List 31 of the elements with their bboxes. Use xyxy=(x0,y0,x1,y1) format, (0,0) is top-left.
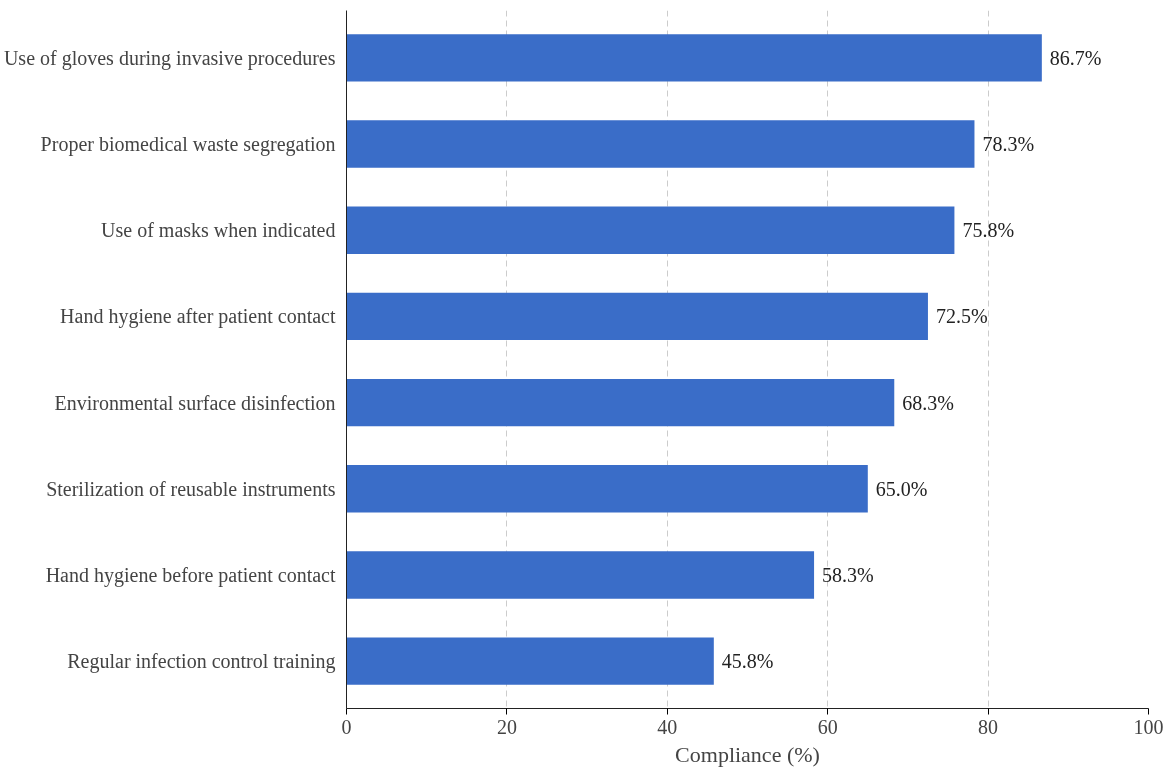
y-tick-label: Proper biomedical waste segregation xyxy=(40,133,336,157)
bar xyxy=(346,551,815,599)
y-tick-label: Hand hygiene after patient contact xyxy=(60,305,336,329)
x-tick-label: 60 xyxy=(817,715,838,738)
bar xyxy=(346,292,928,341)
bar xyxy=(346,120,975,168)
y-tick-label: Sterilization of reusable instruments xyxy=(46,477,336,500)
y-tick-label: Use of masks when indicated xyxy=(101,219,336,242)
bar xyxy=(346,465,868,513)
data-label: 45.8% xyxy=(721,650,774,673)
bar xyxy=(346,378,895,427)
x-axis-title: Compliance (%) xyxy=(675,741,820,767)
x-tick-label: 80 xyxy=(978,715,999,738)
data-label: 75.8% xyxy=(962,219,1015,242)
bar xyxy=(346,637,714,685)
data-label: 65.0% xyxy=(875,477,928,500)
x-tick-label: 40 xyxy=(657,715,678,738)
data-label: 68.3% xyxy=(902,391,954,414)
y-tick-label: Hand hygiene before patient contact xyxy=(45,563,336,587)
y-tick-label: Regular infection control training xyxy=(67,650,336,674)
x-tick-label: 0 xyxy=(341,715,352,738)
x-tick-label: 100 xyxy=(1133,715,1164,738)
data-label: 86.7% xyxy=(1049,46,1102,69)
data-label: 78.3% xyxy=(982,133,1035,156)
y-tick-label: Use of gloves during invasive procedures xyxy=(3,46,336,70)
data-label: 72.5% xyxy=(935,305,988,328)
bar xyxy=(346,206,955,254)
data-label: 58.3% xyxy=(822,563,874,586)
x-tick-label: 20 xyxy=(496,715,517,738)
bar xyxy=(346,34,1042,82)
y-tick-label: Environmental surface disinfection xyxy=(54,391,336,414)
